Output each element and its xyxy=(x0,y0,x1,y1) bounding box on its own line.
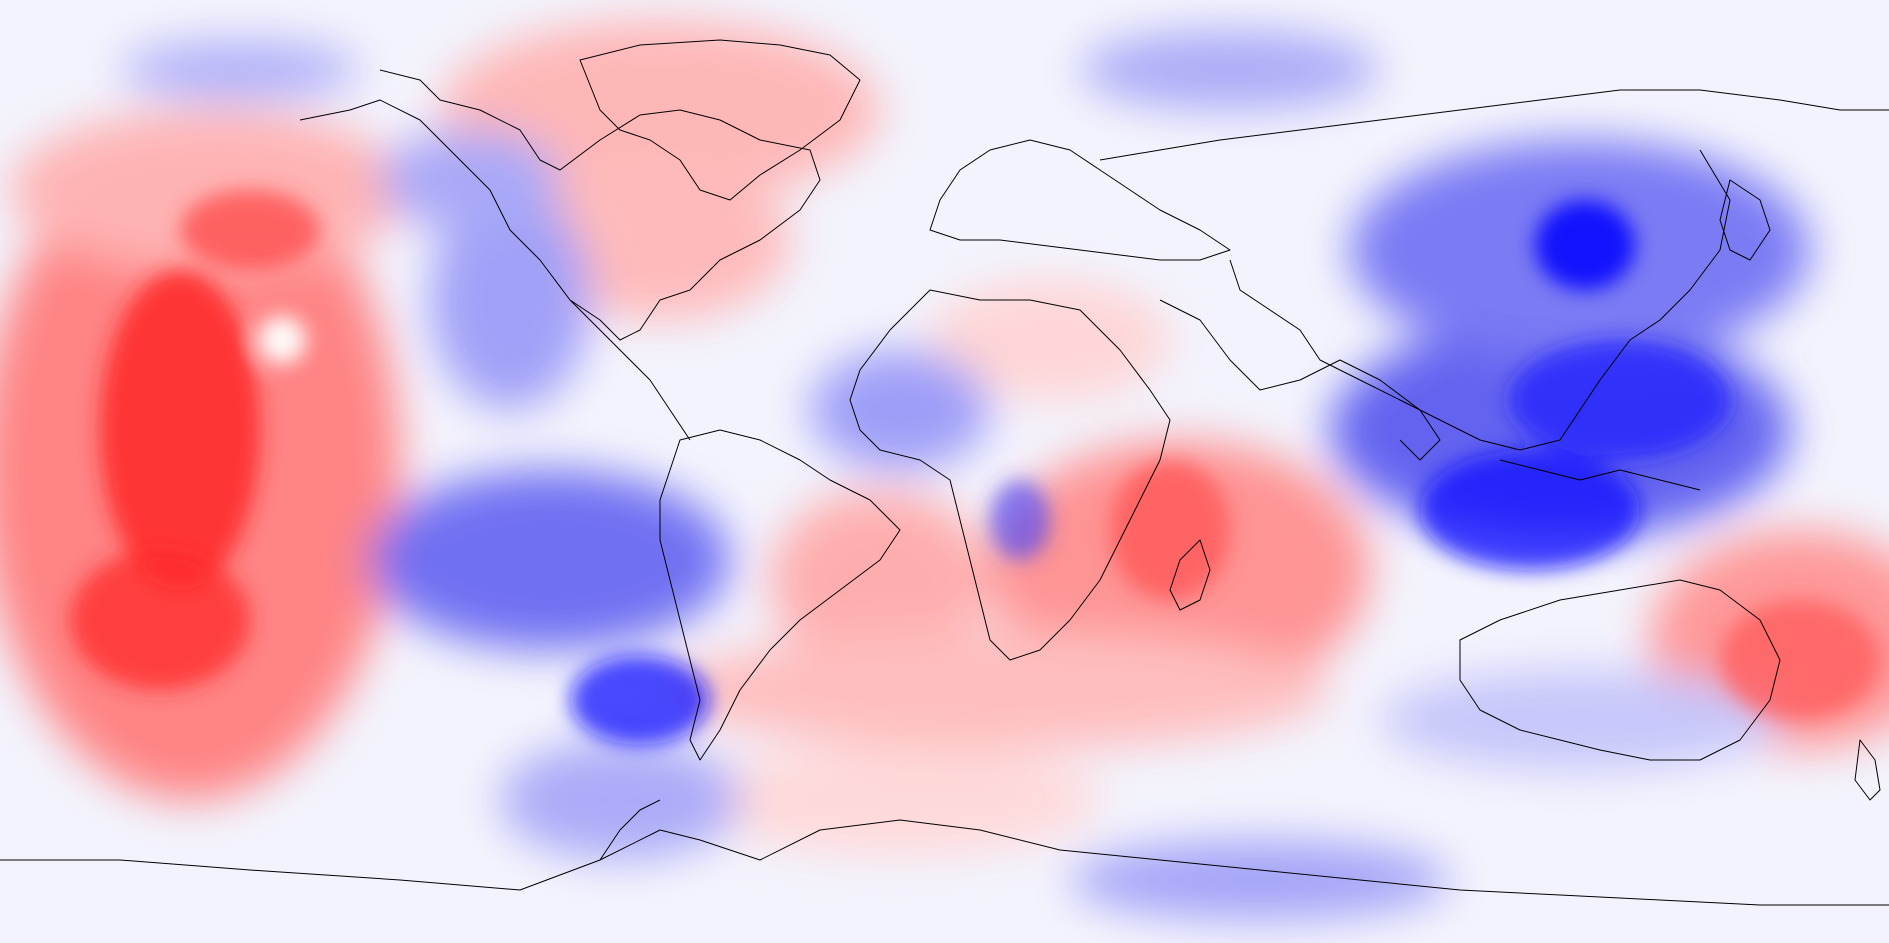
coastline-south-america xyxy=(659,429,901,761)
coastline-antarctica xyxy=(0,819,1889,906)
cool-anomaly-south-pacific xyxy=(370,470,730,650)
neutral-hole-pacific xyxy=(258,316,306,364)
coastline-north-america xyxy=(299,69,821,341)
cool-anomaly-west-antarctica xyxy=(500,740,740,860)
cool-anomaly-mexico xyxy=(430,190,590,410)
warm-anomaly-antarctic xyxy=(700,745,1100,855)
coastline-africa xyxy=(849,289,1171,661)
cool-core-china xyxy=(1535,200,1635,290)
coastline-madagascar xyxy=(1169,539,1211,611)
anomaly-broad-layer xyxy=(0,20,1889,920)
coastline-arabia-india xyxy=(1159,299,1441,461)
coastline-greenland xyxy=(579,39,861,201)
warm-anomaly-north-america xyxy=(530,160,790,320)
cool-anomaly-siberia xyxy=(1080,30,1380,110)
warm-anomaly-southern-ocean xyxy=(670,630,1330,750)
cool-anomaly-australia xyxy=(1380,670,1780,770)
coastline-new-zealand xyxy=(1854,739,1881,801)
cool-anomaly-west-africa xyxy=(810,350,990,470)
warm-anomaly-greenland xyxy=(440,20,880,200)
coastlines xyxy=(0,39,1889,906)
coastline-indonesia xyxy=(1499,459,1701,491)
warm-core-north-pacific xyxy=(180,190,320,270)
warm-core-australia xyxy=(1720,600,1880,720)
cool-core-africa-east xyxy=(990,480,1050,560)
warm-core-south-pacific xyxy=(70,550,250,690)
cool-anomaly-canada xyxy=(380,130,560,230)
cool-core-chile xyxy=(570,655,710,745)
warm-anomaly-africa-north xyxy=(930,280,1170,400)
coastline-antarctic-peninsula xyxy=(599,799,661,861)
coastline-japan xyxy=(1719,179,1771,261)
warm-anomaly-atlantic-south xyxy=(770,490,990,670)
cool-core-philippines xyxy=(1510,340,1730,460)
warm-core-madagascar xyxy=(1110,460,1230,600)
cool-anomaly-antarctic xyxy=(1070,840,1450,920)
coastline-asia xyxy=(1099,89,1889,451)
coastline-central-america xyxy=(569,299,691,441)
cool-core-indian-ocean-east xyxy=(1420,450,1640,570)
coastline-australia xyxy=(1459,579,1781,761)
anomaly-core-layer xyxy=(70,190,1880,745)
coastline-europe xyxy=(929,139,1231,261)
cool-anomaly-arctic-west xyxy=(120,40,360,100)
warm-core-central-pacific xyxy=(100,270,260,590)
